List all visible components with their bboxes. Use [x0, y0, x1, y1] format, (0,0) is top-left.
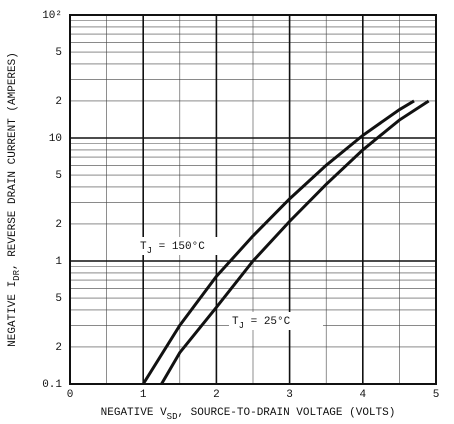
annotation: TJ = 150°C — [140, 241, 205, 256]
y-tick-label: 5 — [55, 170, 62, 182]
y-axis-label-part: NEGATIVE I — [7, 281, 19, 347]
x-tick-label: 1 — [140, 389, 147, 401]
annotation-part: T — [140, 241, 147, 253]
y-tick-label: 10² — [42, 10, 62, 22]
y-tick-label: 5 — [55, 293, 62, 305]
annotation-part: J — [239, 321, 244, 331]
x-axis-label-part: , SOURCE-TO-DRAIN VOLTAGE (VOLTS) — [177, 407, 395, 419]
y-tick-label: 2 — [55, 342, 62, 354]
x-tick-label: 5 — [433, 389, 440, 401]
annotation-bg — [229, 312, 323, 330]
line — [141, 99, 415, 385]
annotation-part: = 25°C — [244, 316, 291, 328]
y-tick-label: 5 — [55, 47, 62, 59]
x-axis-label: NEGATIVE VSD, SOURCE-TO-DRAIN VOLTAGE (V… — [101, 407, 396, 422]
y-tick-label: 0.1 — [42, 379, 62, 391]
y-tick-label: 2 — [55, 219, 62, 231]
x-tick-label: 0 — [67, 389, 74, 401]
x-tick-label: 4 — [359, 389, 366, 401]
y-axis-label-part: DR — [12, 269, 22, 280]
annotation-part: = 150°C — [152, 241, 205, 253]
x-axis-label-part: SD — [167, 412, 178, 422]
annotation: TJ = 25°C — [232, 316, 291, 331]
x-axis-label-part: NEGATIVE V — [101, 407, 167, 419]
x-tick-label: 3 — [286, 389, 293, 401]
plot-frame — [69, 14, 437, 385]
y-tick-label: 10 — [49, 133, 62, 145]
annotation-part: T — [232, 316, 239, 328]
x-tick-label: 2 — [213, 389, 220, 401]
annotation-bg — [137, 237, 231, 255]
y-tick-label: 2 — [55, 96, 62, 108]
line — [160, 99, 430, 385]
y-tick-label: 1 — [55, 256, 62, 268]
annotation-part: J — [147, 246, 152, 256]
y-axis-label: NEGATIVE IDR, REVERSE DRAIN CURRENT (AMP… — [7, 52, 22, 347]
y-axis-label-part: , REVERSE DRAIN CURRENT (AMPERES) — [7, 52, 19, 270]
